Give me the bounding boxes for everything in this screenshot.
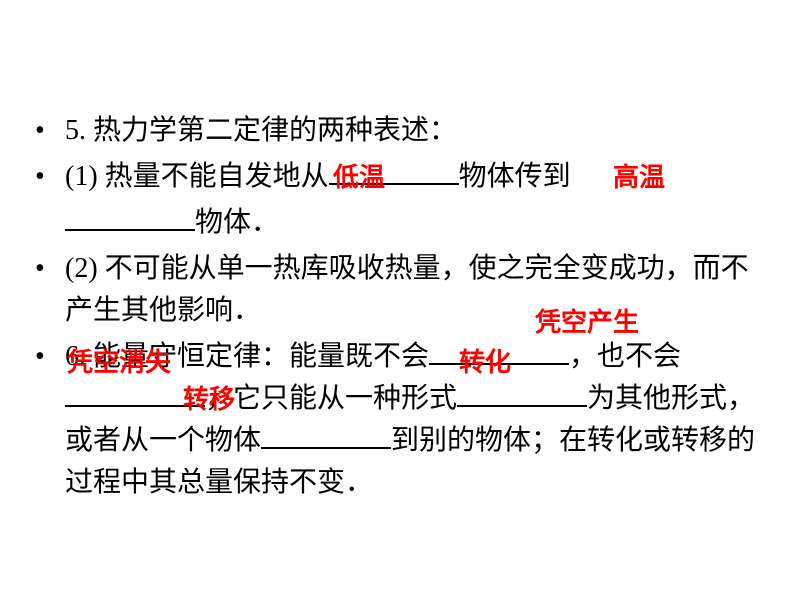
- blank-5: [457, 382, 587, 407]
- q5-1-content: (1) 热量不能自发地从 物体传到 低温 高温: [65, 156, 765, 198]
- question-5-1: • (1) 热量不能自发地从 物体传到 低温 高温: [35, 156, 765, 198]
- blank-6: [261, 424, 391, 449]
- answer-6: 转移: [183, 380, 235, 419]
- answer-3: 凭空产生: [535, 302, 639, 339]
- bullet: •: [35, 248, 65, 290]
- bullet: •: [35, 110, 65, 152]
- answer-1: 低温: [333, 158, 385, 197]
- blank-2: [65, 206, 195, 231]
- q5-intro-text: 5. 热力学第二定律的两种表述：: [65, 110, 765, 152]
- q5-1-cont-content: 物体．: [65, 202, 765, 244]
- q5-1-b: 物体传到: [459, 161, 571, 192]
- question-5-2: • (2) 不可能从单一热库吸收热量，使之完全变成功，而不产生其他影响．: [35, 248, 765, 332]
- q5-1-c: 物体．: [195, 207, 279, 238]
- answer-4: 凭空消失: [67, 342, 171, 379]
- question-5-1-cont: 物体．: [35, 202, 765, 244]
- bullet: •: [35, 336, 65, 378]
- q6-b: ，也不会: [569, 341, 681, 372]
- question-5-intro: • 5. 热力学第二定律的两种表述：: [35, 110, 765, 152]
- q5-2-content: (2) 不可能从单一热库吸收热量，使之完全变成功，而不产生其他影响．: [65, 248, 765, 332]
- q5-1-a: (1) 热量不能自发地从: [65, 161, 329, 192]
- answer-5: 转化: [459, 342, 511, 379]
- bullet: •: [35, 156, 65, 198]
- answer-2: 高温: [613, 158, 665, 197]
- q6-c: ，它只能从一种形式: [205, 383, 457, 414]
